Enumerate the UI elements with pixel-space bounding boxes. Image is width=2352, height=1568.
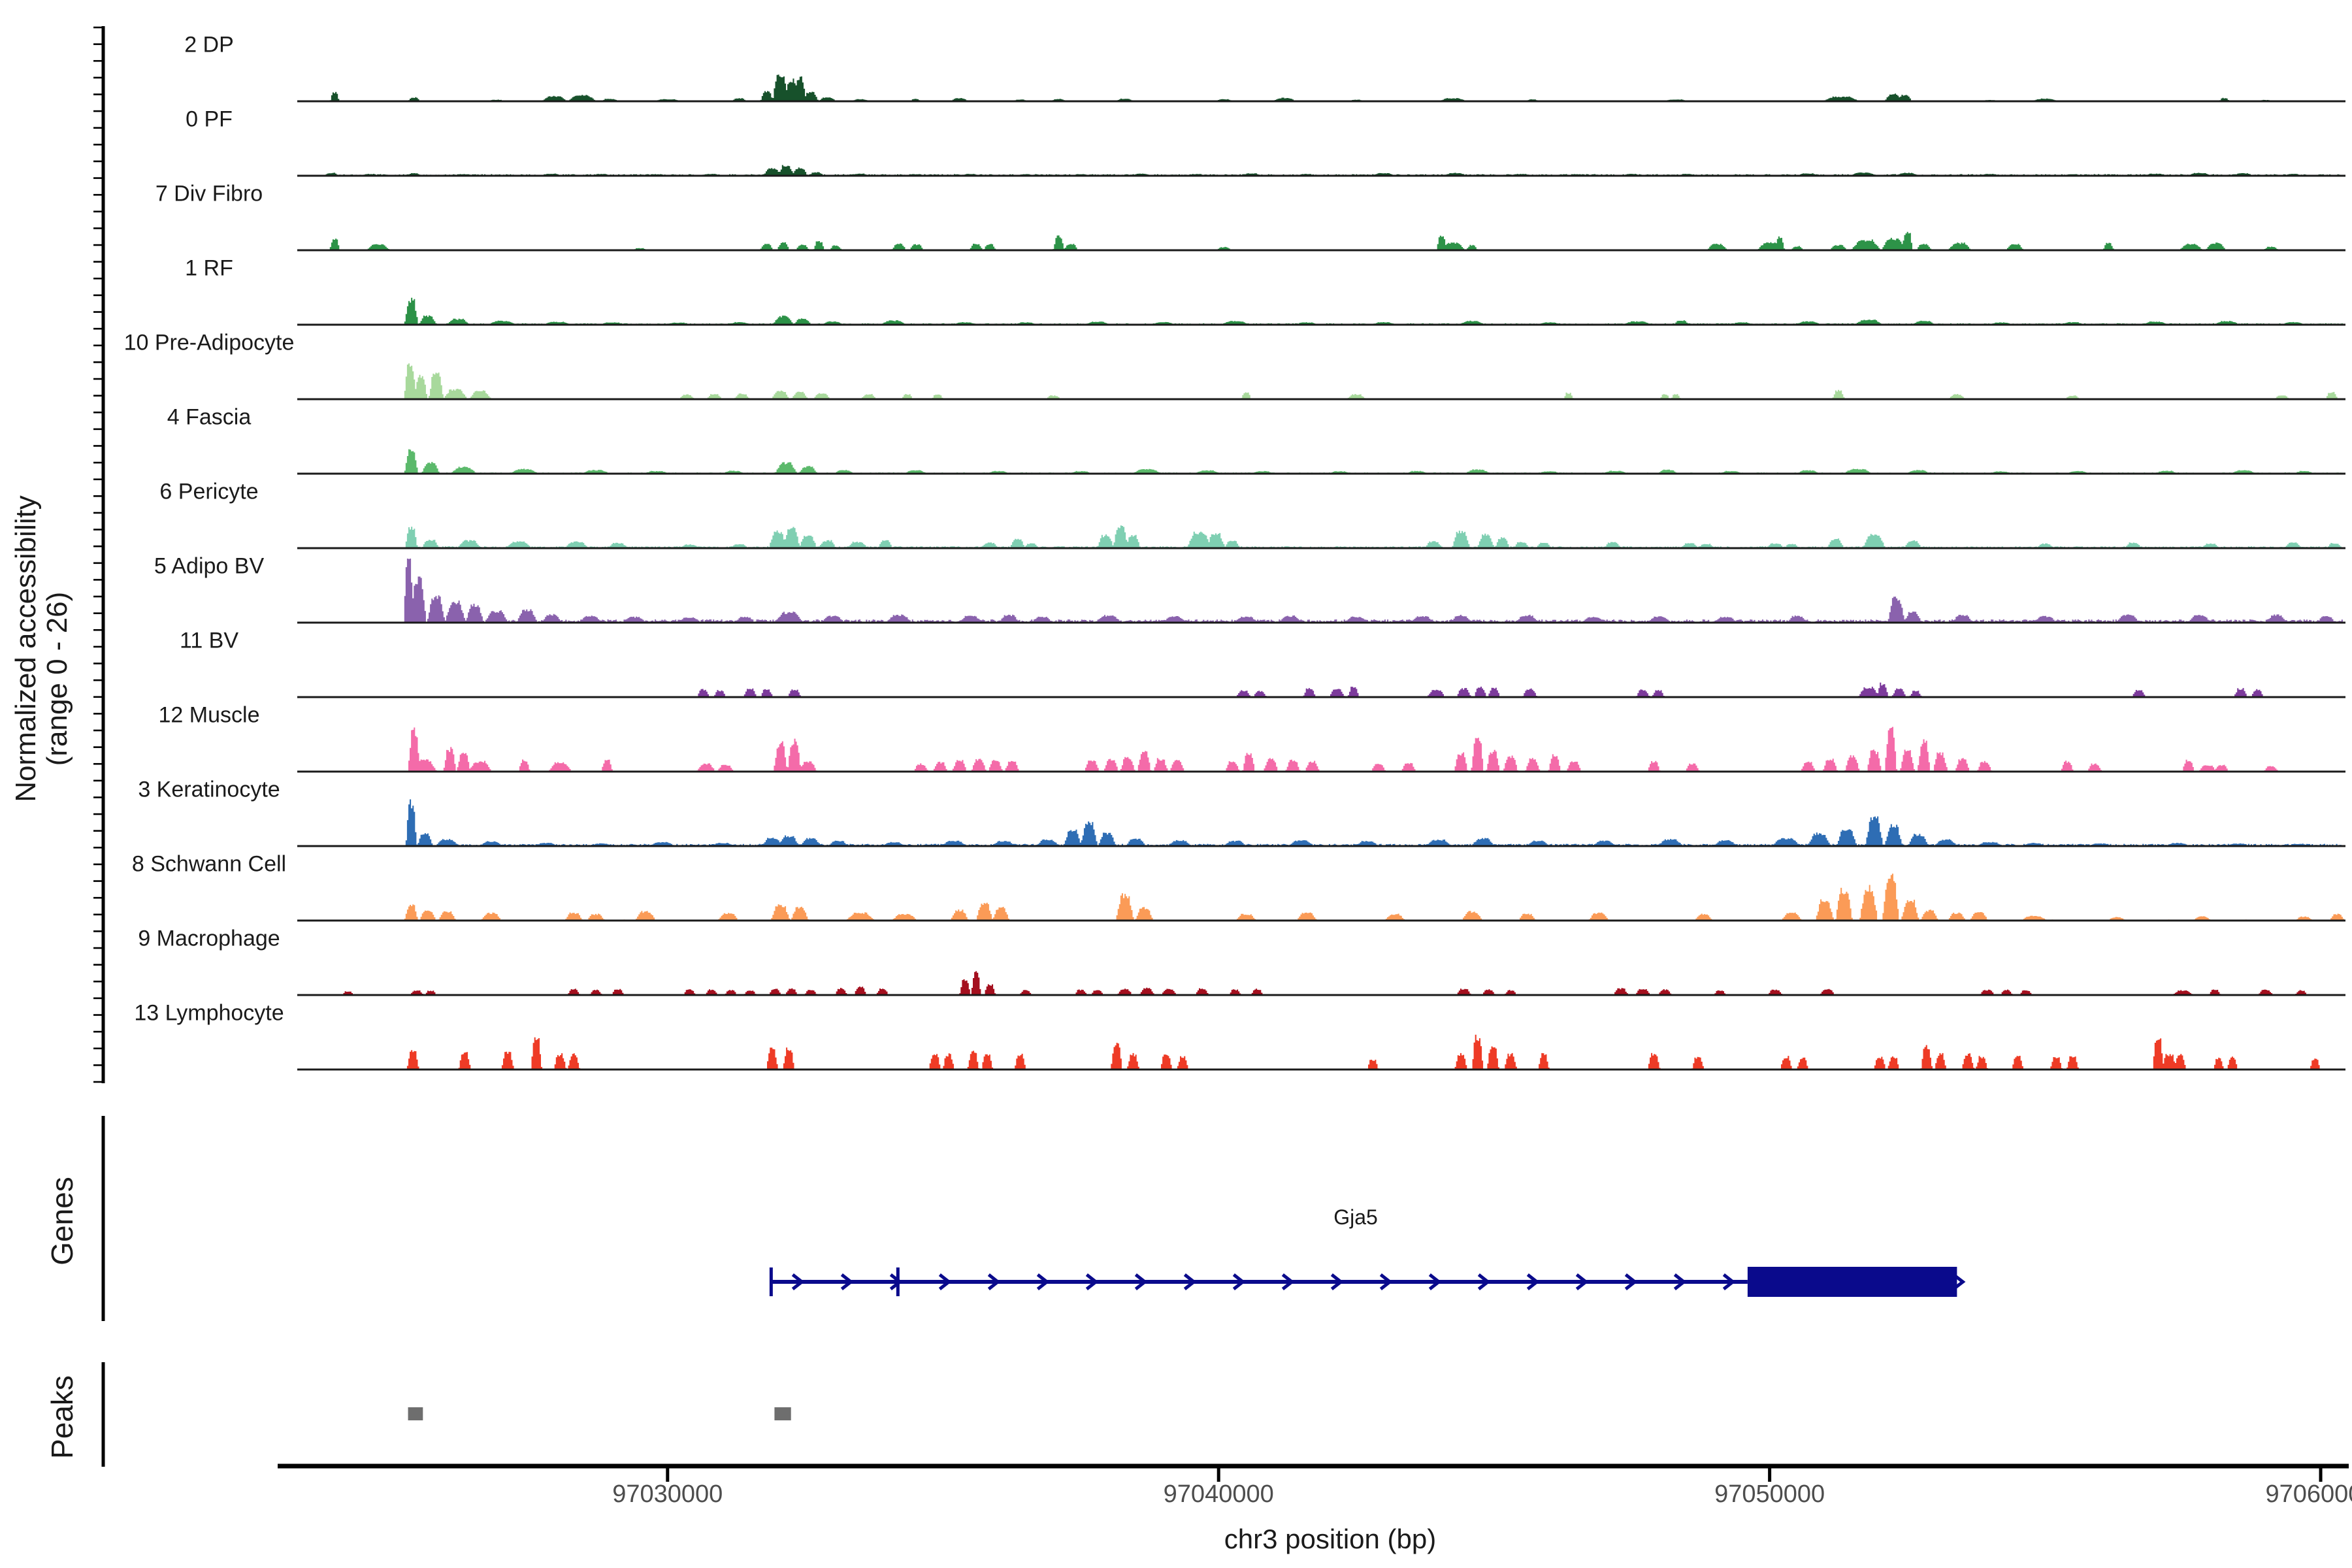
track-label: 12 Muscle — [158, 702, 260, 728]
track-signal-area — [315, 449, 2345, 474]
track-signal-area — [315, 874, 2345, 921]
peak-region-box — [774, 1407, 791, 1420]
gene-name-label: Gja5 — [1333, 1205, 1378, 1229]
gene-strand-arrow — [1036, 1273, 1050, 1290]
gene-strand-arrow — [1624, 1273, 1638, 1290]
gene-strand-arrow — [889, 1273, 903, 1290]
gene-strand-arrow — [1085, 1273, 1099, 1290]
track-signal-area — [315, 559, 2345, 623]
x-tick-label: 97030000 — [612, 1480, 723, 1508]
track-label: 9 Macrophage — [138, 926, 280, 951]
track-signal-area — [315, 165, 2345, 176]
gene-strand-arrow — [1673, 1273, 1687, 1290]
gene-strand-arrow — [938, 1273, 952, 1290]
gene-strand-arrow — [1134, 1273, 1148, 1290]
peaks-panel-label: Peaks — [45, 1375, 79, 1459]
track-label: 2 DP — [184, 32, 234, 57]
track-label: 8 Schwann Cell — [131, 851, 287, 877]
x-tick-label: 97040000 — [1163, 1480, 1274, 1508]
track-signal-area — [315, 297, 2345, 325]
track-label: 3 Keratinocyte — [138, 777, 280, 802]
gene-strand-arrow — [1722, 1273, 1736, 1290]
track-label: 7 Div Fibro — [155, 181, 263, 206]
gene-strand-arrow — [1183, 1273, 1197, 1290]
peak-region-box — [408, 1407, 423, 1420]
track-label: 13 Lymphocyte — [134, 1000, 284, 1026]
track-signal-area — [315, 363, 2345, 399]
gene-exon-box — [1747, 1267, 1957, 1297]
x-tick-label: 97060000 — [2265, 1480, 2352, 1508]
gene-strand-arrow — [1281, 1273, 1295, 1290]
track-signal-area — [315, 231, 2345, 250]
gene-strand-arrow — [1428, 1273, 1442, 1290]
gene-strand-arrow — [1330, 1273, 1344, 1290]
track-label: 4 Fascia — [167, 404, 252, 430]
gene-strand-arrow — [791, 1273, 805, 1290]
track-signal-area — [315, 971, 2345, 995]
track-label: 0 PF — [186, 106, 233, 132]
track-signal-area — [315, 1034, 2345, 1070]
track-label: 5 Adipo BV — [154, 553, 265, 579]
gene-strand-arrow — [840, 1273, 854, 1290]
track-signal-area — [315, 74, 2345, 101]
x-tick-label: 97050000 — [1714, 1480, 1825, 1508]
y-axis-label-line2: (range 0 - 26) — [41, 591, 73, 766]
x-axis-label: chr3 position (bp) — [1224, 1524, 1437, 1554]
track-label: 10 Pre-Adipocyte — [123, 330, 295, 355]
gene-strand-arrow — [1379, 1273, 1393, 1290]
track-label: 1 RF — [185, 255, 233, 281]
gene-strand-arrow — [1232, 1273, 1246, 1290]
gene-strand-arrow — [1526, 1273, 1540, 1290]
track-label: 11 BV — [179, 628, 239, 653]
track-signal-area — [315, 525, 2345, 548]
track-signal-area — [315, 799, 2345, 846]
track-label: 6 Pericyte — [159, 479, 259, 504]
gene-strand-arrow-end — [1953, 1274, 1966, 1290]
track-signal-area — [315, 682, 2345, 697]
y-axis-label-line1: Normalized accessibility — [10, 495, 42, 802]
gene-strand-arrow — [1477, 1273, 1491, 1290]
gene-strand-arrow — [1575, 1273, 1589, 1290]
gene-strand-arrow — [987, 1273, 1001, 1290]
track-signal-area — [315, 727, 2345, 772]
